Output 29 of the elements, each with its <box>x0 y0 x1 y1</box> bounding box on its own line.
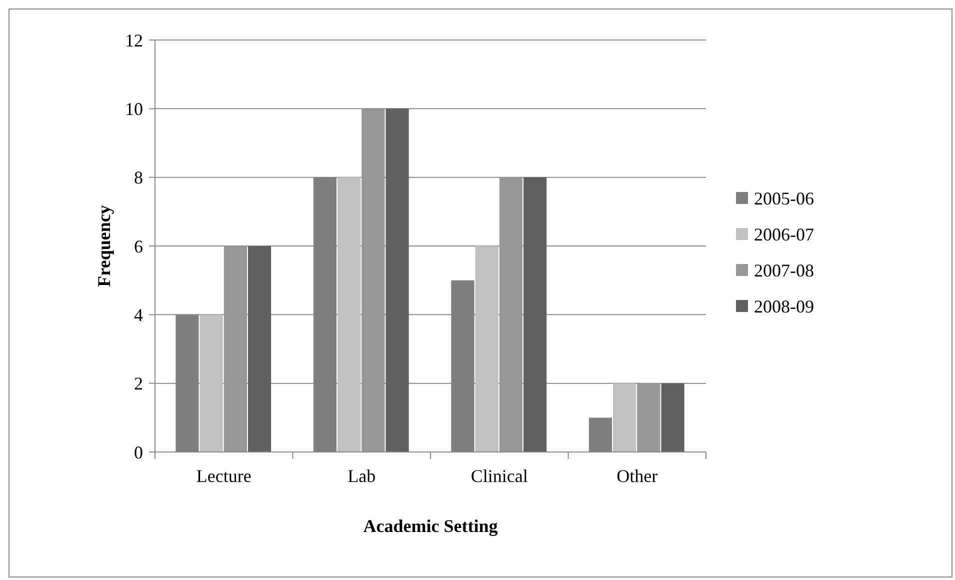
bar <box>338 177 361 452</box>
y-tick-label: 2 <box>134 374 143 394</box>
y-tick-label: 4 <box>134 304 143 325</box>
x-tick-label: Lecture <box>196 466 252 486</box>
y-tick-label: 8 <box>134 168 143 188</box>
bar <box>523 177 547 452</box>
legend-label: 2007-08 <box>754 260 814 280</box>
bar <box>386 108 409 452</box>
y-tick-label: 12 <box>125 30 143 50</box>
y-axis-title: Frequency <box>94 205 114 287</box>
bar <box>200 314 223 452</box>
bar <box>661 383 684 452</box>
bar <box>613 383 636 452</box>
bar <box>362 108 385 452</box>
y-tick-label: 6 <box>134 236 143 256</box>
x-tick-label: Lab <box>348 466 376 486</box>
x-tick-label: Other <box>616 466 658 486</box>
y-tick-label: 10 <box>125 98 143 119</box>
bar <box>637 383 660 452</box>
legend-label: 2005-06 <box>754 188 814 208</box>
legend-label: 2006-07 <box>754 224 814 244</box>
bar <box>499 177 522 452</box>
bar <box>248 246 272 452</box>
legend-label: 2008-09 <box>754 296 814 316</box>
y-tick-label: 0 <box>134 442 143 462</box>
bar <box>475 246 498 452</box>
x-tick-label: Clinical <box>470 466 528 486</box>
bar <box>224 246 247 452</box>
x-axis-title: Academic Setting <box>363 516 498 536</box>
